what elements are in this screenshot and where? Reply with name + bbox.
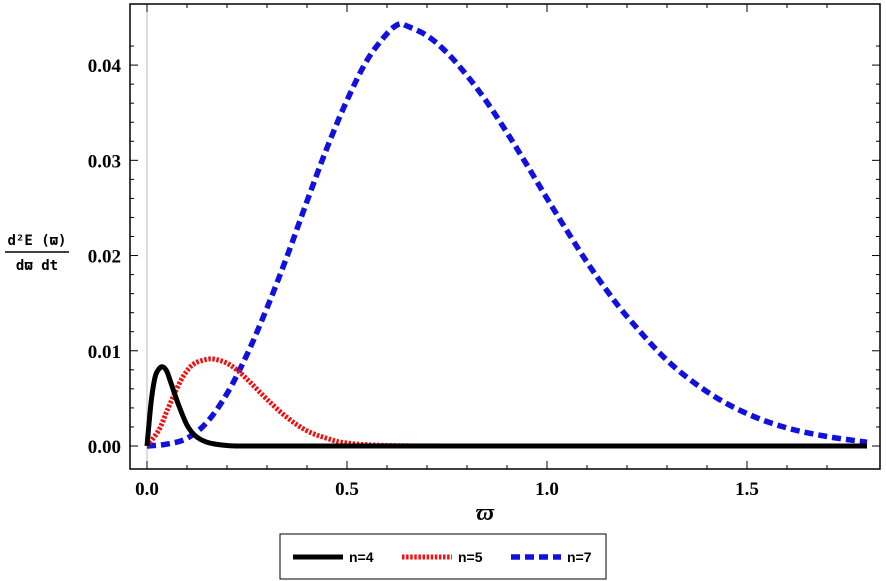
legend-label-n7: n=7 (567, 549, 592, 565)
y-axis-title: d²E (ϖ) dϖ dt (5, 233, 69, 274)
y-tick-label: 0.01 (88, 342, 121, 363)
x-tick-label: 0.5 (335, 479, 359, 500)
y-tick-label: 0.03 (88, 151, 121, 172)
y-axis-title-numerator: d²E (ϖ) (7, 233, 66, 249)
legend-label-n4: n=4 (349, 549, 374, 565)
y-axis-ticks: 0.00 0.01 0.02 0.03 0.04 (88, 45, 880, 458)
y-tick-label: 0.00 (88, 437, 121, 458)
legend-label-n5: n=5 (458, 549, 483, 565)
x-axis-ticks: 0.0 0.5 1.0 1.5 (135, 4, 828, 500)
legend: n=4 n=5 n=7 (279, 533, 607, 580)
series-layer (144, 20, 868, 449)
x-tick-label: 1.5 (735, 479, 759, 500)
y-tick-label: 0.02 (88, 247, 121, 268)
series-line-n5 (144, 356, 867, 449)
y-axis-title-denominator: dϖ dt (16, 258, 58, 274)
x-tick-label: 0.0 (135, 479, 159, 500)
plot-frame (129, 3, 881, 470)
y-tick-label: 0.04 (88, 56, 122, 77)
x-axis-title: ϖ (476, 500, 495, 526)
series-line-n7 (146, 20, 868, 449)
x-tick-label: 1.0 (535, 479, 559, 500)
series-line-n4 (144, 364, 867, 449)
